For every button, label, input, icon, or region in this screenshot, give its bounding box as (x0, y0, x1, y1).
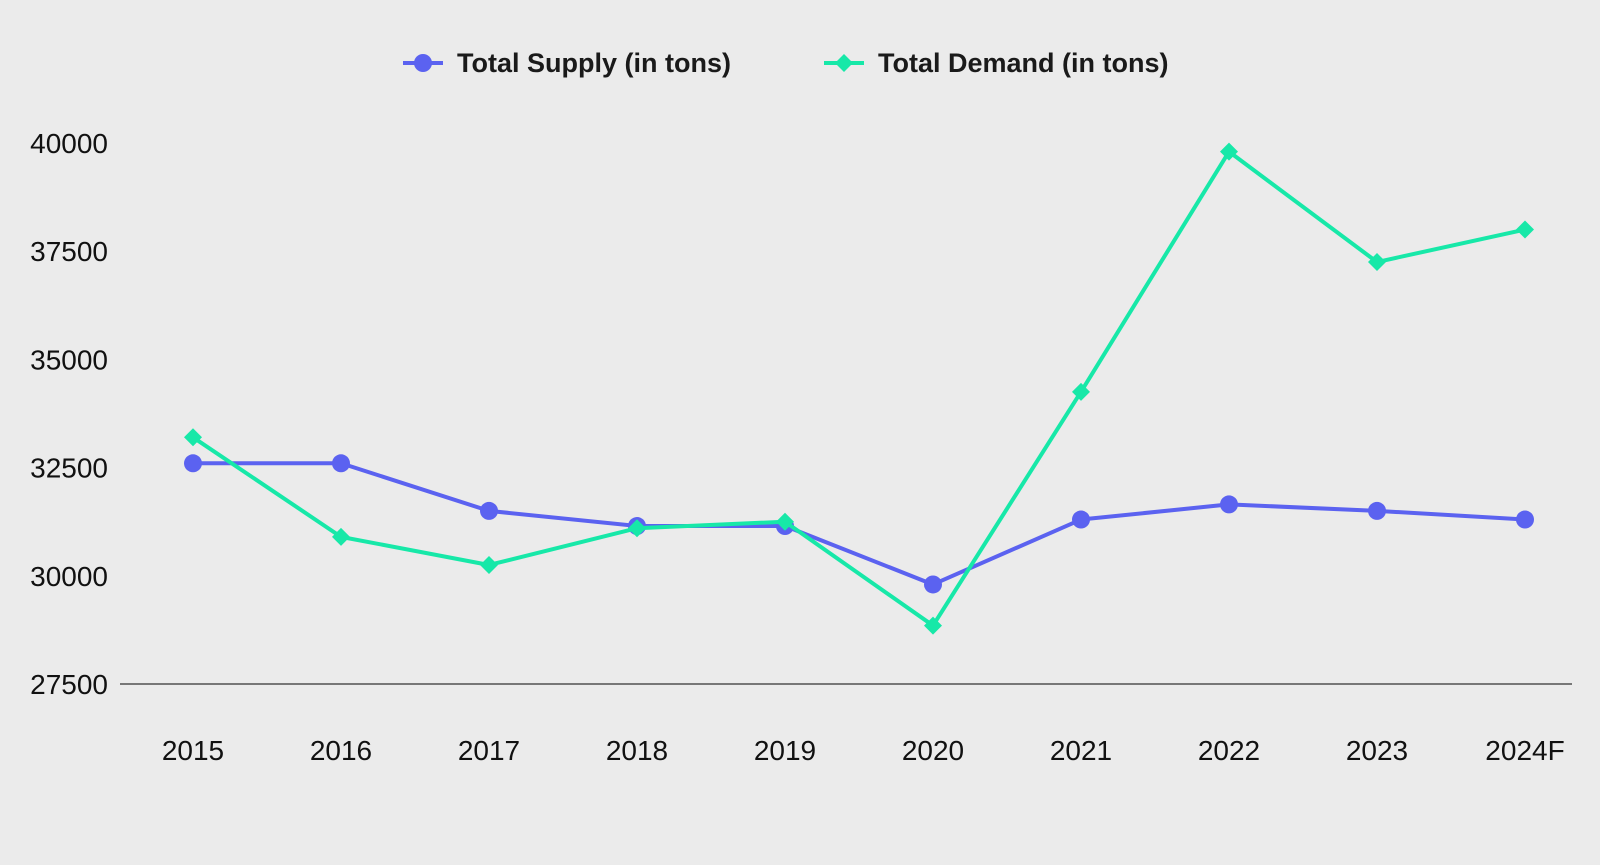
y-tick-label: 30000 (30, 561, 108, 592)
data-point[interactable] (1072, 382, 1090, 401)
x-tick-label: 2024F (1485, 735, 1564, 766)
data-point[interactable] (332, 527, 350, 546)
data-point[interactable] (1516, 220, 1534, 239)
y-tick-label: 37500 (30, 236, 108, 267)
data-point[interactable] (480, 555, 498, 574)
data-point[interactable] (1220, 142, 1238, 161)
x-tick-label: 2020 (902, 735, 964, 766)
data-point[interactable] (924, 616, 942, 635)
data-point[interactable] (184, 454, 202, 473)
y-tick-label: 35000 (30, 344, 108, 375)
legend-label-supply: Total Supply (in tons) (457, 48, 731, 78)
series-layer (184, 142, 1534, 635)
data-point[interactable] (1072, 510, 1090, 529)
series-demand (184, 142, 1534, 635)
data-point[interactable] (1368, 501, 1386, 520)
x-tick-label: 2023 (1346, 735, 1408, 766)
data-point[interactable] (628, 519, 646, 538)
legend: Total Supply (in tons) Total Demand (in … (403, 48, 1169, 78)
x-axis-ticks: 2015 2016 2017 2018 2019 2020 2021 2022 2023 2024… (162, 735, 1565, 766)
y-tick-label: 27500 (30, 669, 108, 700)
y-tick-label: 40000 (30, 128, 108, 159)
y-tick-label: 32500 (30, 453, 108, 484)
data-point[interactable] (1220, 495, 1238, 514)
x-tick-label: 2022 (1198, 735, 1260, 766)
data-point[interactable] (1516, 510, 1534, 529)
y-axis-ticks: 27500 30000 32500 35000 37500 40000 (30, 128, 108, 700)
series-line (193, 461, 1526, 587)
x-tick-label: 2016 (310, 735, 372, 766)
data-point[interactable] (776, 512, 794, 531)
data-point[interactable] (924, 575, 942, 594)
legend-marker-supply (414, 54, 432, 72)
x-tick-label: 2015 (162, 735, 224, 766)
data-point[interactable] (480, 501, 498, 520)
x-tick-label: 2019 (754, 735, 816, 766)
legend-item-demand: Total Demand (in tons) (824, 48, 1169, 78)
data-point[interactable] (332, 454, 350, 473)
data-point[interactable] (184, 428, 202, 447)
legend-label-demand: Total Demand (in tons) (878, 48, 1169, 78)
legend-item-supply: Total Supply (in tons) (403, 48, 731, 78)
x-tick-label: 2017 (458, 735, 520, 766)
x-tick-label: 2018 (606, 735, 668, 766)
series-line (191, 149, 1526, 628)
legend-marker-demand (835, 54, 853, 72)
x-tick-label: 2021 (1050, 735, 1112, 766)
data-point[interactable] (1368, 253, 1386, 272)
